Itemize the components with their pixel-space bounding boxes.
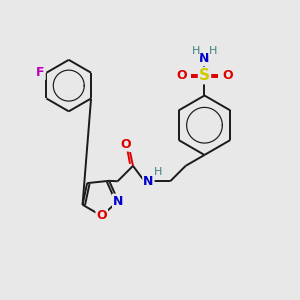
Text: H: H bbox=[154, 167, 163, 177]
Text: F: F bbox=[36, 66, 45, 79]
Text: N: N bbox=[199, 52, 210, 65]
Text: H: H bbox=[191, 46, 200, 56]
Text: S: S bbox=[199, 68, 210, 83]
Text: N: N bbox=[113, 194, 123, 208]
Text: N: N bbox=[143, 175, 154, 188]
Text: O: O bbox=[222, 69, 232, 82]
Text: O: O bbox=[121, 138, 131, 151]
Text: O: O bbox=[96, 209, 107, 222]
Text: H: H bbox=[209, 46, 218, 56]
Text: O: O bbox=[176, 69, 187, 82]
